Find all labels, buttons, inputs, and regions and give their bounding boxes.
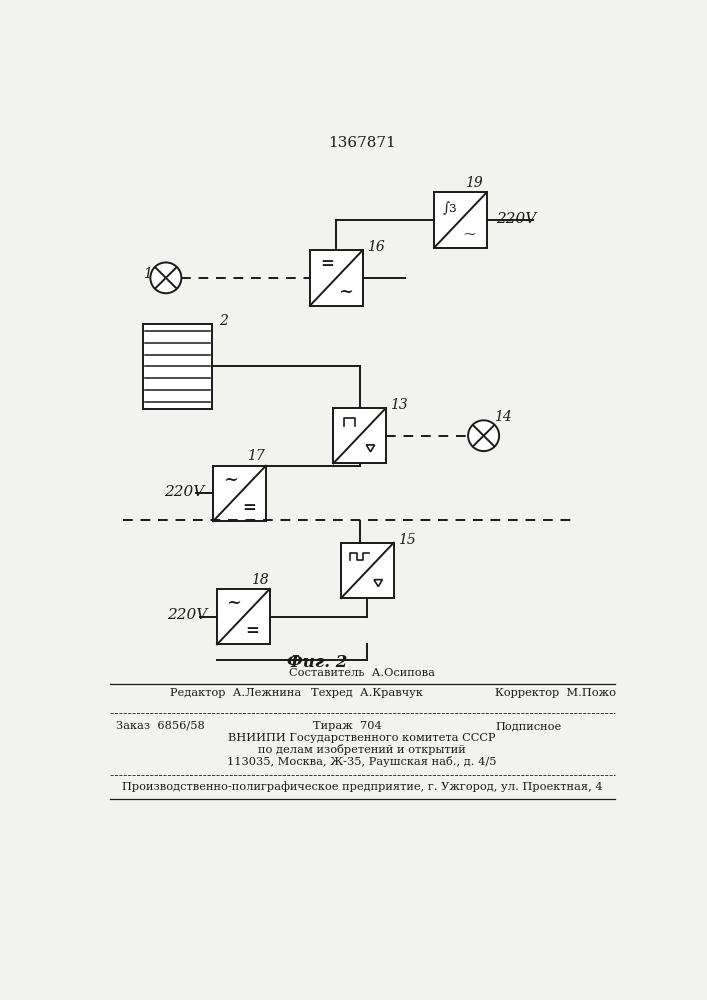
Text: 220V: 220V bbox=[168, 608, 208, 622]
Text: =: = bbox=[246, 622, 259, 639]
Text: 1: 1 bbox=[143, 267, 151, 281]
Text: Подписное: Подписное bbox=[495, 721, 561, 731]
Text: 13: 13 bbox=[390, 398, 408, 412]
Bar bbox=[310, 250, 363, 306]
Text: =: = bbox=[320, 255, 334, 272]
Text: 1367871: 1367871 bbox=[328, 136, 396, 150]
Bar bbox=[341, 543, 394, 598]
Text: 17: 17 bbox=[247, 449, 265, 463]
Text: Заказ  6856/58: Заказ 6856/58 bbox=[115, 721, 204, 731]
Text: 220V: 220V bbox=[163, 485, 204, 499]
Text: ~: ~ bbox=[462, 225, 476, 242]
Text: Фиг. 2: Фиг. 2 bbox=[287, 654, 347, 671]
Text: ВНИИПИ Государственного комитета СССР: ВНИИПИ Государственного комитета СССР bbox=[228, 733, 496, 743]
Text: Составитель  А.Осипова: Составитель А.Осипова bbox=[289, 668, 435, 678]
Text: Редактор  А.Лежнина: Редактор А.Лежнина bbox=[170, 688, 301, 698]
Text: 2: 2 bbox=[218, 314, 228, 328]
Text: Корректор  М.Пожо: Корректор М.Пожо bbox=[495, 688, 617, 698]
Text: 18: 18 bbox=[251, 573, 269, 587]
Circle shape bbox=[468, 420, 499, 451]
Bar bbox=[333, 408, 386, 463]
Text: ~: ~ bbox=[223, 471, 238, 489]
Text: Тираж  704: Тираж 704 bbox=[313, 721, 382, 731]
Text: 16: 16 bbox=[367, 240, 385, 254]
Bar bbox=[143, 324, 212, 409]
Text: 220V: 220V bbox=[496, 212, 537, 226]
Text: 14: 14 bbox=[494, 410, 513, 424]
Bar bbox=[434, 192, 486, 248]
Text: ∫ɜ: ∫ɜ bbox=[443, 201, 457, 215]
Text: =: = bbox=[242, 499, 256, 516]
Text: Техред  А.Кравчук: Техред А.Кравчук bbox=[311, 688, 423, 698]
Text: ~: ~ bbox=[226, 594, 242, 612]
Text: 15: 15 bbox=[397, 533, 415, 547]
Text: по делам изобретений и открытий: по делам изобретений и открытий bbox=[258, 744, 466, 755]
Bar bbox=[217, 589, 270, 644]
Text: 113035, Москва, Ж-35, Раушская наб., д. 4/5: 113035, Москва, Ж-35, Раушская наб., д. … bbox=[227, 756, 497, 767]
Text: Производственно-полиграфическое предприятие, г. Ужгород, ул. Проектная, 4: Производственно-полиграфическое предприя… bbox=[122, 781, 602, 792]
Text: 19: 19 bbox=[465, 176, 483, 190]
Bar bbox=[213, 466, 266, 521]
Text: ~: ~ bbox=[338, 283, 354, 301]
Circle shape bbox=[151, 262, 182, 293]
